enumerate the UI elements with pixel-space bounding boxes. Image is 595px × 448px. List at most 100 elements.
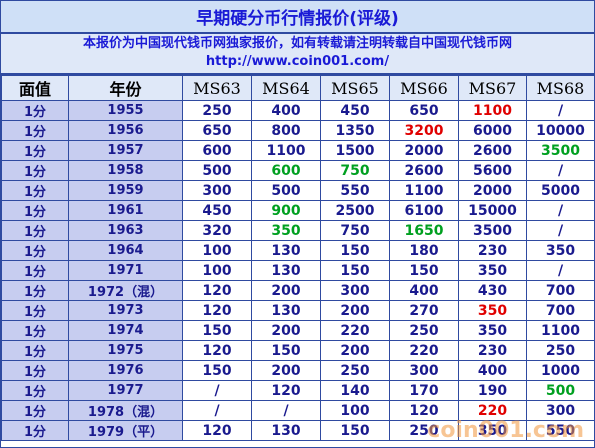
price-cell: 270: [389, 300, 459, 321]
denomination-cell: 1分: [1, 160, 69, 181]
price-cell: 350: [458, 260, 527, 281]
price-cell: 130: [251, 240, 321, 261]
table-row: 1分 1963 320 350 750 1650 3500/: [1, 220, 595, 241]
price-cell: 150: [320, 240, 390, 261]
price-table: 面值 年份 MS63 MS64 MS65 MS66 MS67 MS68 1分 19…: [1, 75, 595, 441]
price-cell: 350: [458, 320, 527, 341]
price-cell: 250: [389, 320, 459, 341]
price-cell: 200: [251, 320, 321, 341]
denomination-cell: 1分: [1, 380, 69, 401]
price-cell: /: [526, 200, 595, 221]
price-cell: 800: [251, 120, 321, 141]
price-cell: 750: [320, 160, 390, 181]
column-header-ms63: MS63: [182, 75, 252, 101]
table-row: 1分 1976 150 200 250 300 400 1000: [1, 360, 595, 381]
price-cell: 220: [389, 340, 459, 361]
price-cell: 130: [251, 300, 321, 321]
table-row: 1分 1964 100 130 150 180 230 350: [1, 240, 595, 261]
price-cell: 120: [182, 340, 252, 361]
price-cell: 350: [526, 240, 595, 261]
price-cell: 150: [182, 320, 252, 341]
price-cell: 230: [458, 240, 527, 261]
price-cell: 200: [320, 340, 390, 361]
table-row: 1分 1979（平） 120 130 150 250 350 550: [1, 420, 595, 441]
price-cell: 1650: [389, 220, 459, 241]
price-cell: 140: [320, 380, 390, 401]
column-header-year: 年份: [68, 75, 183, 101]
column-header-ms66: MS66: [389, 75, 459, 101]
year-cell: 1973: [68, 300, 183, 321]
price-cell: /: [526, 100, 595, 121]
price-cell: 3500: [526, 140, 595, 161]
price-cell: 190: [458, 380, 527, 401]
price-cell: 100: [320, 400, 390, 421]
price-cell: 220: [458, 400, 527, 421]
price-cell: 1500: [320, 140, 390, 161]
table-header-row: 面值 年份 MS63 MS64 MS65 MS66 MS67 MS68: [1, 75, 595, 101]
price-cell: 500: [526, 380, 595, 401]
price-cell: 350: [251, 220, 321, 241]
price-cell: 350: [458, 420, 527, 441]
price-cell: 120: [251, 380, 321, 401]
price-cell: 400: [251, 100, 321, 121]
price-cell: 250: [389, 420, 459, 441]
year-cell: 1958: [68, 160, 183, 181]
price-cell: 400: [389, 280, 459, 301]
denomination-cell: 1分: [1, 420, 69, 441]
year-cell: 1977: [68, 380, 183, 401]
table-row: 1分 1955 250 400 450 650 1100/: [1, 100, 595, 121]
price-cell: 1100: [526, 320, 595, 341]
price-cell: 15000: [458, 200, 527, 221]
price-cell: 250: [320, 360, 390, 381]
table-row: 1分 1974 150 200 220 250 350 1100: [1, 320, 595, 341]
copyright-notice: 本报价为中国现代钱币网独家报价，如有转载请注明转载自中国现代钱币网 http:/…: [1, 34, 594, 75]
year-cell: 1975: [68, 340, 183, 361]
price-cell: 1100: [389, 180, 459, 201]
price-cell: 130: [251, 420, 321, 441]
price-cell: 2600: [389, 160, 459, 181]
table-row: 1分 1972（混） 120 200 300 400 430 700: [1, 280, 595, 301]
price-cell: 700: [526, 280, 595, 301]
price-cell: 300: [389, 360, 459, 381]
year-cell: 1979（平）: [68, 420, 183, 441]
column-header-ms64: MS64: [251, 75, 321, 101]
denomination-cell: 1分: [1, 340, 69, 361]
price-cell: 550: [526, 420, 595, 441]
denomination-cell: 1分: [1, 220, 69, 241]
year-cell: 1959: [68, 180, 183, 201]
year-cell: 1957: [68, 140, 183, 161]
price-cell: 5000: [526, 180, 595, 201]
price-cell: 400: [458, 360, 527, 381]
price-cell: 600: [182, 140, 252, 161]
price-cell: /: [526, 260, 595, 281]
denomination-cell: 1分: [1, 260, 69, 281]
price-cell: 1100: [458, 100, 527, 121]
denomination-cell: 1分: [1, 240, 69, 261]
denomination-cell: 1分: [1, 180, 69, 201]
price-cell: 2600: [458, 140, 527, 161]
price-cell: 550: [320, 180, 390, 201]
price-cell: 150: [251, 340, 321, 361]
price-cell: 150: [182, 360, 252, 381]
price-cell: 500: [251, 180, 321, 201]
year-cell: 1956: [68, 120, 183, 141]
year-cell: 1964: [68, 240, 183, 261]
price-cell: /: [251, 400, 321, 421]
table-row: 1分 1973 120 130 200 270 350 700: [1, 300, 595, 321]
year-cell: 1961: [68, 200, 183, 221]
year-cell: 1971: [68, 260, 183, 281]
source-url[interactable]: http://www.coin001.com/: [205, 54, 390, 69]
table-row: 1分 1961 450 900 2500 6100 15000/: [1, 200, 595, 221]
price-cell: 600: [251, 160, 321, 181]
price-cell: 250: [182, 100, 252, 121]
year-cell: 1978（混）: [68, 400, 183, 421]
price-cell: 3200: [389, 120, 459, 141]
denomination-cell: 1分: [1, 140, 69, 161]
price-cell: 100: [182, 260, 252, 281]
price-cell: 120: [182, 280, 252, 301]
price-cell: 100: [182, 240, 252, 261]
price-cell: 900: [251, 200, 321, 221]
year-cell: 1972（混）: [68, 280, 183, 301]
column-header-ms65: MS65: [320, 75, 390, 101]
